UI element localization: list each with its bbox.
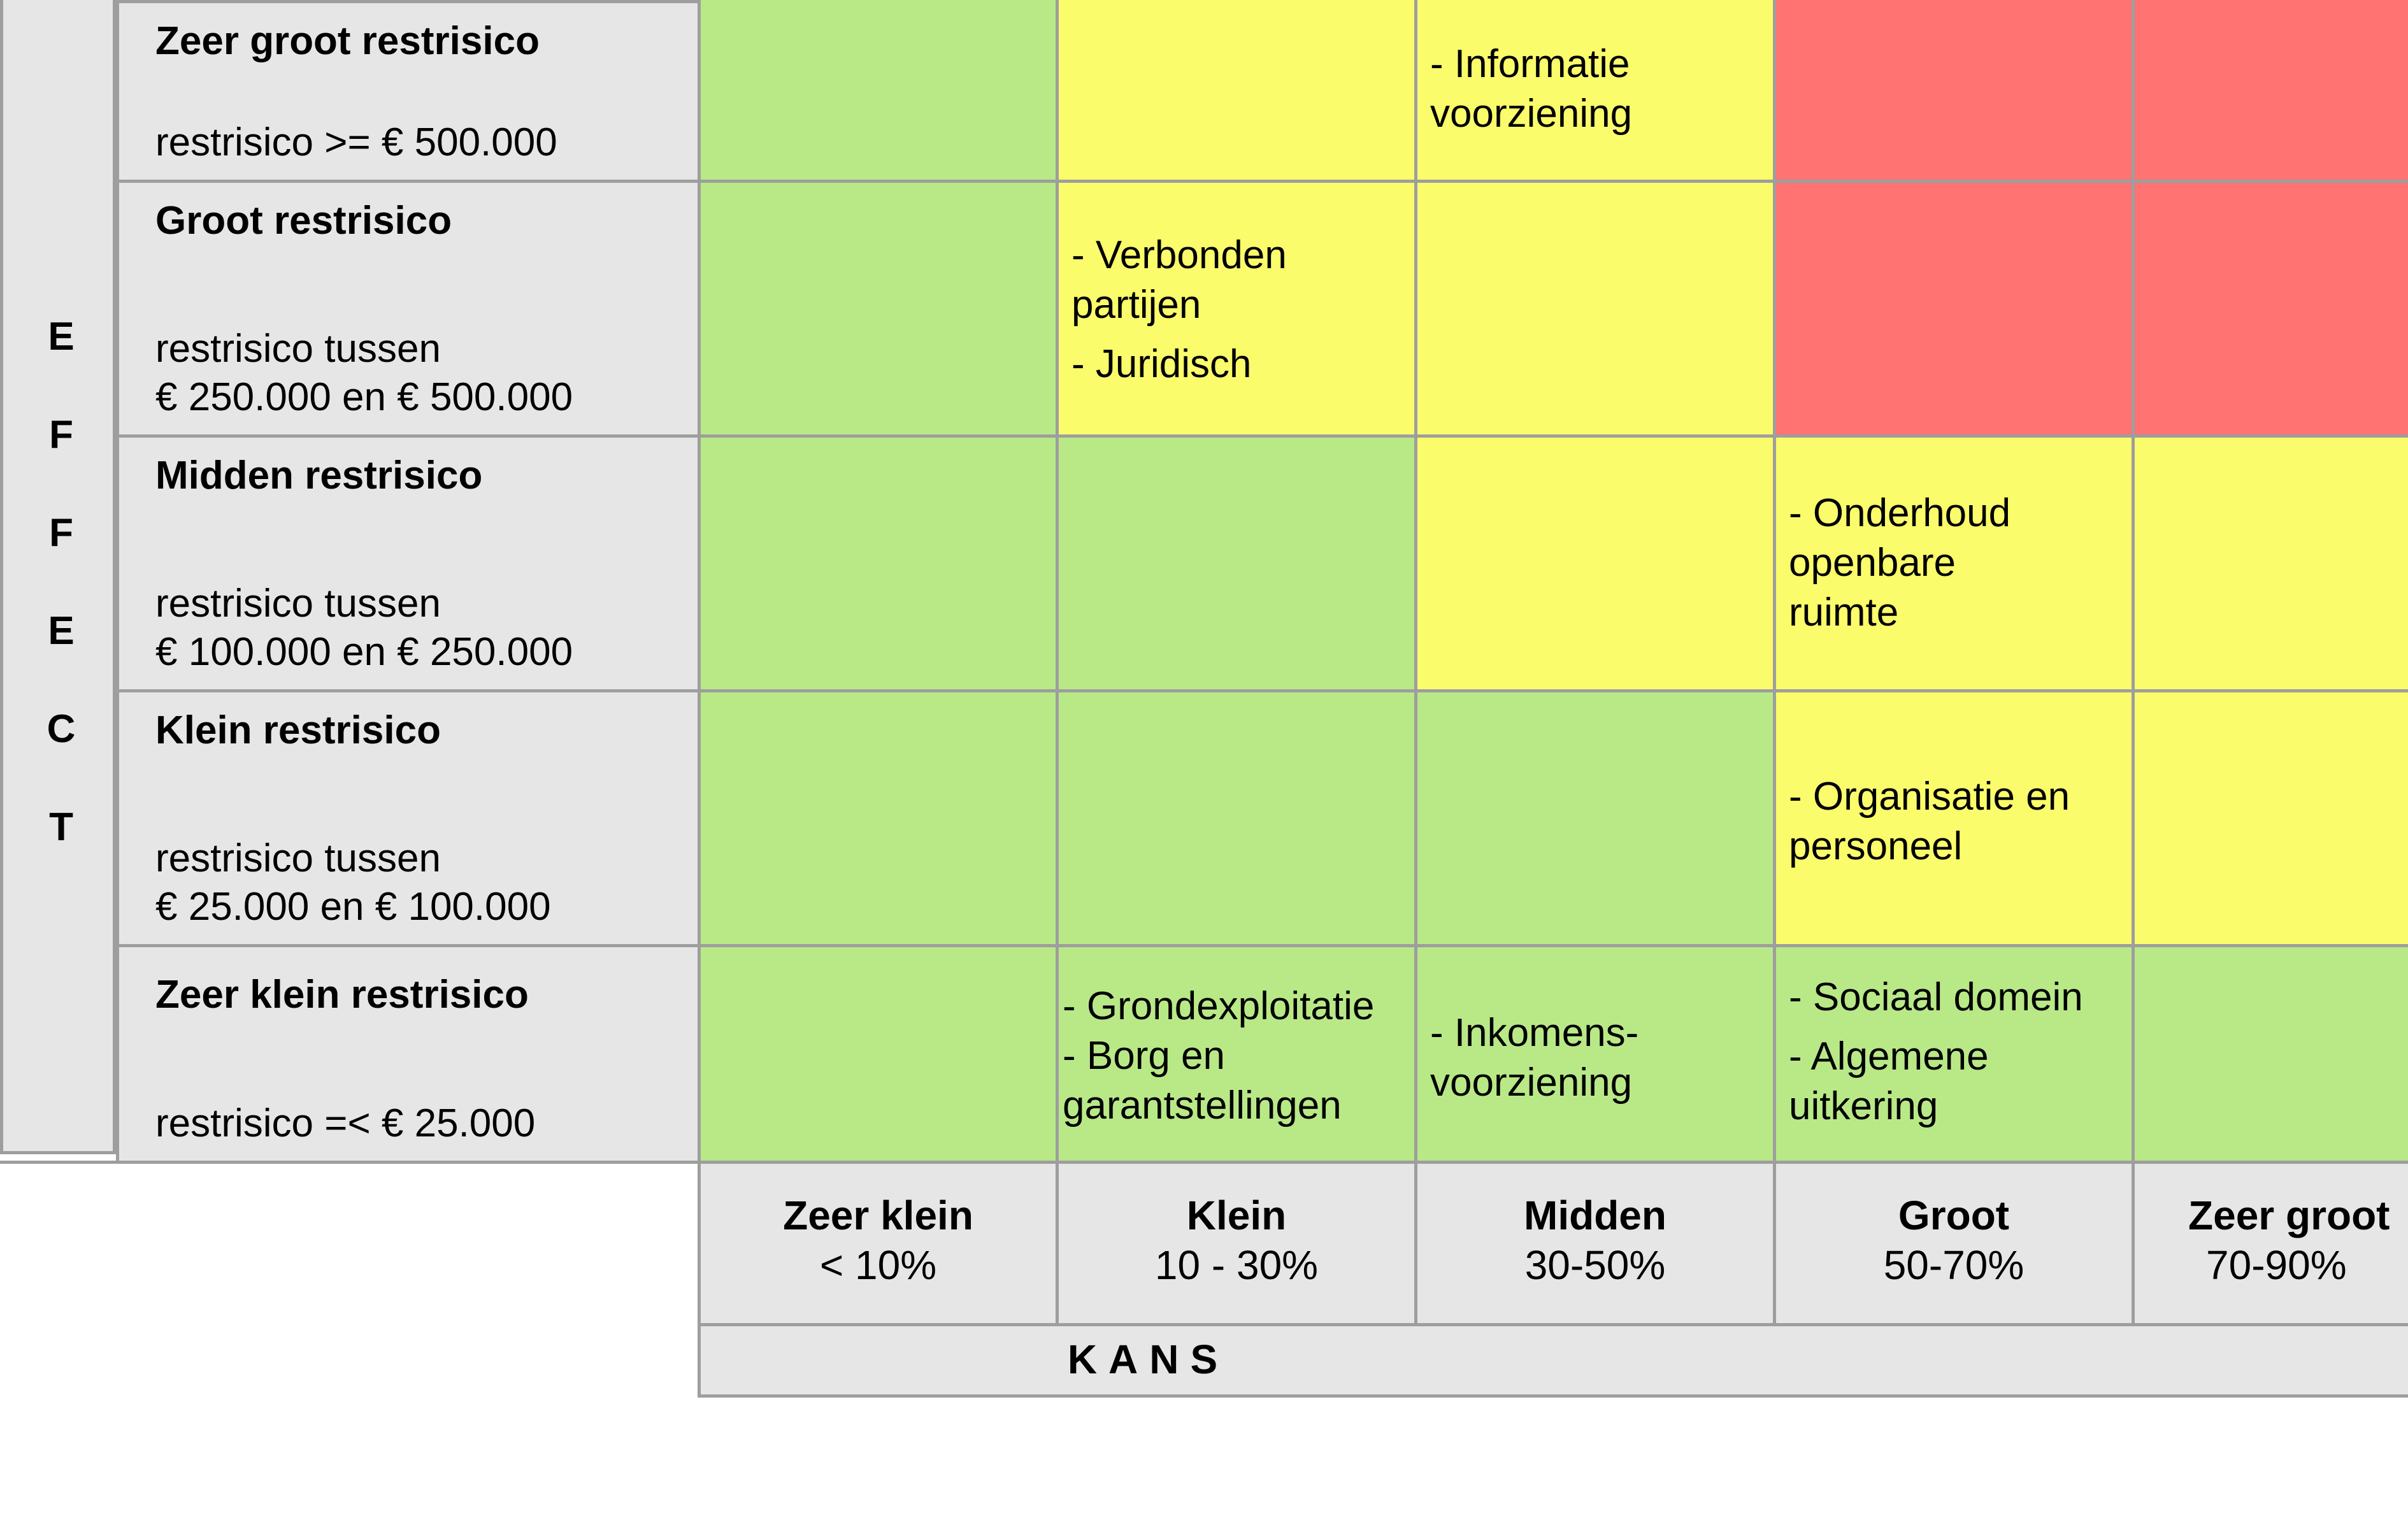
risk-items: - Organisatie en personeel: [1789, 772, 2125, 871]
row-label-subtitle: restrisico tussen € 25.000 en € 100.000: [155, 836, 551, 929]
row-label-subtitle: restrisico =< € 25.000: [155, 1101, 536, 1145]
matrix-cell: [1056, 434, 1417, 692]
risk-item: - Informatie voorziening: [1430, 42, 1633, 136]
effect-letter: T: [49, 805, 73, 849]
risk-items: - Grondexploitatie - Borg en garantstell…: [1063, 982, 1408, 1131]
matrix-cell: [2132, 689, 2408, 947]
column-range: < 10%: [819, 1242, 937, 1288]
effect-letter: C: [47, 707, 76, 751]
column-range: 30-50%: [1524, 1242, 1666, 1288]
risk-item: - Onderhoud openbare ruimte: [1789, 491, 2011, 634]
matrix-cell: [698, 434, 1059, 692]
matrix-cell: [1056, 689, 1417, 947]
column-header-midden: Midden 30-50%: [1414, 1161, 1776, 1326]
effect-letter: E: [48, 609, 75, 653]
column-title: Klein: [1186, 1192, 1287, 1238]
matrix-cell: [698, 180, 1059, 438]
matrix-cell: - Grondexploitatie - Borg en garantstell…: [1056, 944, 1417, 1164]
matrix-cell: [1056, 0, 1417, 183]
column-title: Midden: [1524, 1192, 1666, 1238]
risk-item: - Algemene uitkering: [1789, 1034, 1989, 1128]
risk-item: - Borg en garantstellingen: [1063, 1034, 1342, 1128]
row-label-title: Midden restrisico: [155, 454, 483, 498]
matrix-cell: - Organisatie en personeel: [1773, 689, 2135, 947]
column-range: 70-90%: [2206, 1242, 2347, 1288]
column-header-zeer-groot: Zeer groot 70-90%: [2132, 1161, 2408, 1326]
matrix-cell: [1773, 0, 2135, 183]
column-title: Groot: [1898, 1192, 2010, 1238]
risk-item: - Juridisch: [1071, 342, 1252, 386]
row-label-zeer-groot: Zeer groot restrisico restrisico >= € 50…: [116, 0, 701, 183]
column-title: Zeer klein: [783, 1192, 973, 1238]
matrix-cell: [2132, 434, 2408, 692]
matrix-cell: - Onderhoud openbare ruimte: [1773, 434, 2135, 692]
row-label-zeer-klein: Zeer klein restrisico restrisico =< € 25…: [116, 944, 701, 1164]
row-label-title: Zeer groot restrisico: [155, 19, 540, 63]
matrix-cell: [1414, 180, 1776, 438]
risk-items: - Inkomens- voorziening: [1430, 1008, 1767, 1108]
row-label-klein: Klein restrisico restrisico tussen € 25.…: [116, 689, 701, 947]
matrix-cell: [1414, 689, 1776, 947]
matrix-cell: [698, 944, 1059, 1164]
row-label-title: Klein restrisico: [155, 708, 441, 752]
column-title: Zeer groot: [2188, 1192, 2390, 1238]
column-range: 50-70%: [1883, 1242, 2025, 1288]
row-label-title: Groot restrisico: [155, 199, 452, 243]
matrix-cell: - Inkomens- voorziening: [1414, 944, 1776, 1164]
risk-item: - Organisatie en personeel: [1789, 775, 2070, 868]
kans-axis-bar: KANS: [698, 1323, 2408, 1398]
risk-item: - Verbonden partijen: [1071, 233, 1287, 327]
grid-line: [0, 1161, 701, 1164]
matrix-cell: [1773, 180, 2135, 438]
matrix-cell: [2132, 0, 2408, 183]
column-header-zeer-klein: Zeer klein < 10%: [698, 1161, 1059, 1326]
matrix-cell: - Verbonden partijen - Juridisch: [1056, 180, 1417, 438]
matrix-cell: [2132, 180, 2408, 438]
risk-item: - Sociaal domein: [1789, 975, 2083, 1019]
row-label-subtitle: restrisico tussen € 100.000 en € 250.000: [155, 582, 573, 674]
row-label-groot: Groot restrisico restrisico tussen € 250…: [116, 180, 701, 438]
risk-items: - Verbonden partijen - Juridisch: [1071, 231, 1408, 389]
matrix-cell: [2132, 944, 2408, 1164]
risk-item: - Inkomens- voorziening: [1430, 1011, 1639, 1105]
matrix-cell: [698, 0, 1059, 183]
effect-letter: F: [49, 511, 73, 555]
risk-item: - Grondexploitatie: [1063, 984, 1375, 1028]
effect-letter: F: [49, 413, 73, 457]
column-range: 10 - 30%: [1154, 1242, 1319, 1288]
matrix-cell: [1414, 434, 1776, 692]
risk-items: - Informatie voorziening: [1430, 39, 1767, 139]
risk-items: - Onderhoud openbare ruimte: [1789, 489, 2125, 638]
kans-axis-label: KANS: [1067, 1336, 1229, 1382]
matrix-cell: [698, 689, 1059, 947]
matrix-cell: - Sociaal domein - Algemene uitkering: [1773, 944, 2135, 1164]
row-label-title: Zeer klein restrisico: [155, 973, 529, 1017]
row-label-subtitle: restrisico >= € 500.000: [155, 120, 557, 164]
column-header-klein: Klein 10 - 30%: [1056, 1161, 1417, 1326]
row-label-midden: Midden restrisico restrisico tussen € 10…: [116, 434, 701, 692]
effect-letter: E: [48, 315, 75, 359]
row-label-subtitle: restrisico tussen € 250.000 en € 500.000: [155, 327, 573, 419]
risk-items: - Sociaal domein - Algemene uitkering: [1789, 973, 2125, 1131]
matrix-cell: - Informatie voorziening: [1414, 0, 1776, 183]
column-header-groot: Groot 50-70%: [1773, 1161, 2135, 1326]
effect-axis-bar: E F F E C T: [0, 0, 116, 1154]
